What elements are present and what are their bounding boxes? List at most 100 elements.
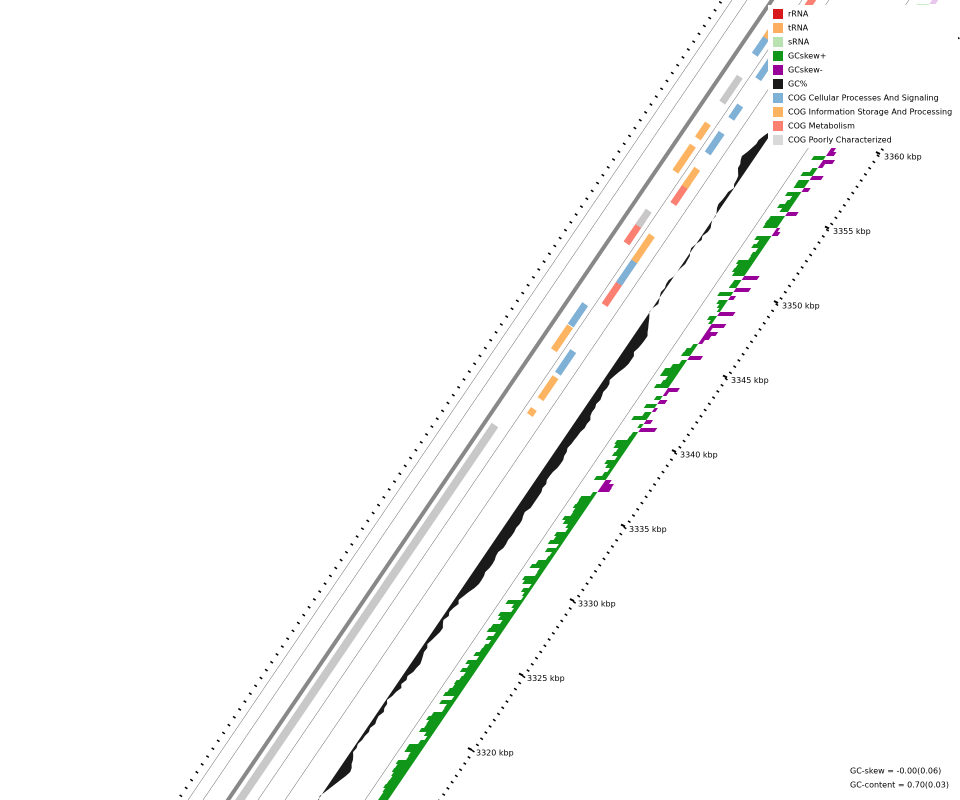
- gc-skew-segment: [731, 272, 748, 276]
- gc-skew-segment: [556, 544, 563, 548]
- gc-skew-segment: [801, 188, 811, 192]
- gene: [550, 324, 574, 353]
- gc-skew-segment: [748, 256, 758, 260]
- ruler-label: 3345 kbp: [731, 376, 769, 385]
- gc-skew-segment: [828, 148, 837, 152]
- legend-label: tRNA: [788, 24, 809, 33]
- gc-skew-segment: [795, 180, 810, 184]
- gc-skew-segment: [735, 264, 753, 268]
- gc-skew-segment: [762, 224, 780, 228]
- gc-skew-segment: [731, 268, 750, 272]
- gc-skew-segment: [505, 600, 524, 604]
- gc-skew-segment: [459, 668, 478, 672]
- gene: [616, 255, 640, 286]
- gc-skew-segment: [529, 564, 549, 568]
- gene: [728, 103, 744, 121]
- legend: rRNA tRNA sRNA GCskew+ GCskew- GC% COG Cellula…: [768, 5, 958, 148]
- gc-skew-segment: [809, 168, 818, 172]
- gc-skew-segment: [562, 520, 579, 524]
- gc-skew-segment: [756, 240, 769, 244]
- gene: [681, 166, 701, 190]
- gc-skew-segment: [389, 776, 405, 780]
- ruler-major-tick: [467, 747, 473, 751]
- gc-skew-segment: [537, 568, 546, 572]
- gene: [672, 143, 696, 174]
- gc-skew-segment: [590, 492, 598, 496]
- legend-swatch: [773, 79, 783, 89]
- gc-skew-segment: [511, 608, 519, 612]
- gc-skew-segment: [406, 744, 427, 748]
- gc-skew-segment: [784, 200, 796, 204]
- gc-skew-segment: [482, 644, 495, 648]
- gc-skew-segment: [653, 396, 663, 400]
- gc-skew-segment: [562, 516, 582, 520]
- gc-skew-segment: [605, 464, 617, 468]
- legend-label: sRNA: [788, 38, 810, 47]
- gc-skew-segment: [426, 720, 443, 724]
- gc-skew-segment: [785, 212, 799, 216]
- gc-skew-segment: [613, 444, 631, 448]
- backbone: [225, 0, 775, 800]
- gc-skew-segment: [522, 576, 541, 580]
- gc-skew-segment: [528, 584, 535, 588]
- gc-skew-segment: [479, 648, 492, 652]
- gc-skew-segment: [404, 748, 424, 752]
- gc-skew-segment: [741, 276, 760, 280]
- gc-skew-segment: [784, 192, 802, 196]
- legend-swatch: [773, 37, 783, 47]
- gc-skew-segment: [499, 620, 511, 624]
- ruler-major-tick: [569, 598, 575, 602]
- legend-label: COG Cellular Processes And Signaling: [788, 94, 939, 103]
- gc-skew-segment: [774, 228, 781, 232]
- gc-skew-segment: [637, 424, 644, 428]
- gc-skew-segment: [687, 356, 704, 360]
- gc-skew-segment: [386, 780, 402, 784]
- gc-content-plot: [318, 132, 773, 800]
- gc-skew-segment: [700, 336, 712, 340]
- gc-skew-segment: [657, 400, 668, 404]
- gc-skew-segment: [638, 428, 658, 432]
- gc-skew-segment: [406, 756, 418, 760]
- gc-skew-segment: [565, 528, 573, 532]
- gc-skew-segment: [643, 420, 654, 424]
- footer-stat: GC-skew = -0.00(0.06): [850, 767, 941, 776]
- gene: [537, 375, 559, 402]
- ruler-label: 3350 kbp: [782, 302, 820, 311]
- legend-label: GCskew+: [788, 52, 826, 61]
- gc-skew-segment: [382, 788, 397, 792]
- gc-skew-segment: [789, 196, 799, 200]
- legend-swatch: [773, 65, 783, 75]
- gc-skew-segment: [601, 472, 612, 476]
- gc-skew-segment: [570, 512, 584, 516]
- gc-skew-segment: [565, 524, 576, 528]
- gc-skew-segment: [703, 332, 719, 336]
- gc-skew-segment: [680, 352, 693, 356]
- gc-skew-segment: [731, 280, 742, 284]
- gc-skew-segment: [614, 456, 622, 460]
- gc-skew-segment: [545, 556, 554, 560]
- gc-skew-segment: [631, 416, 650, 420]
- gene: [631, 233, 655, 264]
- gc-skew-segment: [547, 540, 565, 544]
- legend-label: rRNA: [788, 10, 809, 19]
- gc-skew-segment: [572, 504, 590, 508]
- gc-skew-segment: [755, 248, 764, 252]
- ruler-major-tick: [875, 151, 881, 155]
- track-line: [202, 0, 748, 800]
- gc-skew-segment: [383, 784, 399, 788]
- gc-skew-segment: [520, 596, 527, 600]
- gc-skew-segment: [424, 736, 432, 740]
- track-line: [284, 0, 830, 800]
- ruler-major-tick: [722, 374, 728, 379]
- gc-skew-segment: [593, 476, 609, 480]
- gc-skew-segment: [485, 636, 500, 640]
- gene-band: [235, 422, 499, 800]
- gc-skew-segment: [391, 772, 408, 776]
- gc-skew-segment: [660, 380, 674, 384]
- gc-skew-segment: [708, 324, 727, 328]
- gc-skew-segment: [662, 368, 682, 372]
- gc-skew-segment: [809, 176, 824, 180]
- legend-swatch: [773, 51, 783, 61]
- ruler-label: 3320 kbp: [476, 749, 514, 758]
